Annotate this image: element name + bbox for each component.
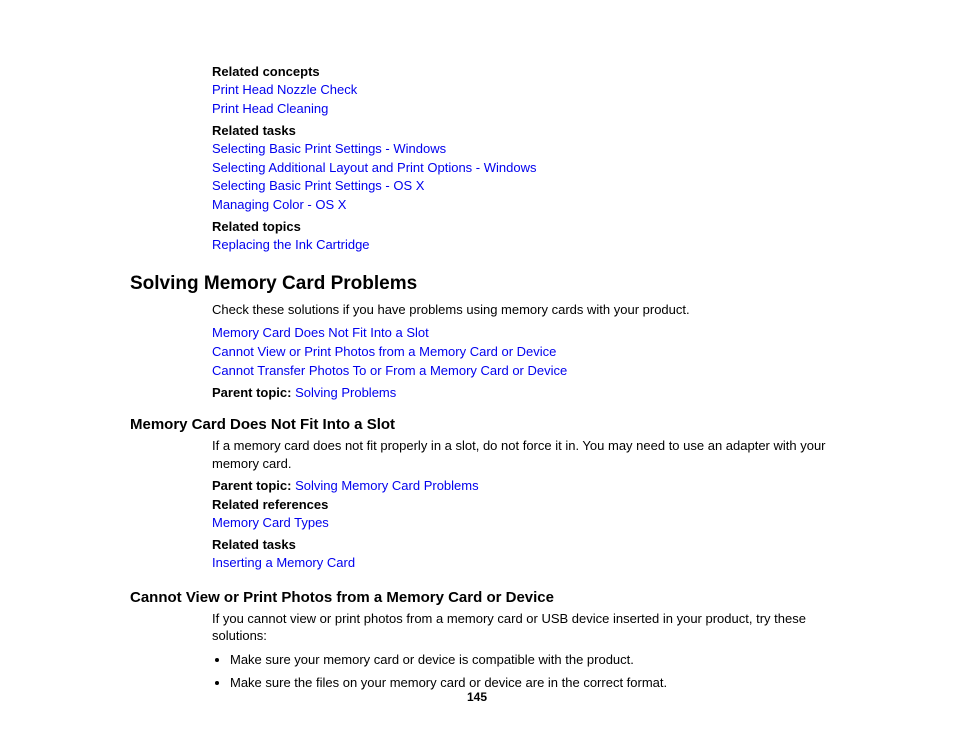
heading-solving-memory-card-problems: Solving Memory Card Problems xyxy=(130,273,854,295)
bullet-compatible: Make sure your memory card or device is … xyxy=(230,651,854,669)
section2-parent: Parent topic: Solving Memory Card Proble… xyxy=(212,478,854,493)
link-managing-color-osx[interactable]: Managing Color - OS X xyxy=(212,196,854,215)
document-page: Related concepts Print Head Nozzle Check… xyxy=(0,0,954,718)
section2-body-block: If a memory card does not fit properly i… xyxy=(212,437,854,573)
parent-topic-label: Parent topic: xyxy=(212,478,291,493)
related-topics-label: Related topics xyxy=(212,219,854,234)
related-tasks-label: Related tasks xyxy=(212,123,854,138)
section3-body-block: If you cannot view or print photos from … xyxy=(212,610,854,692)
parent-topic-link-solving-memory-card[interactable]: Solving Memory Card Problems xyxy=(295,478,479,493)
section3-body: If you cannot view or print photos from … xyxy=(212,610,854,645)
link-memory-card-types[interactable]: Memory Card Types xyxy=(212,514,854,533)
link-basic-print-windows[interactable]: Selecting Basic Print Settings - Windows xyxy=(212,140,854,159)
link-cannot-transfer[interactable]: Cannot Transfer Photos To or From a Memo… xyxy=(212,362,854,381)
link-additional-layout-windows[interactable]: Selecting Additional Layout and Print Op… xyxy=(212,159,854,178)
parent-topic-label: Parent topic: xyxy=(212,385,291,400)
link-basic-print-osx[interactable]: Selecting Basic Print Settings - OS X xyxy=(212,177,854,196)
link-cannot-view-print[interactable]: Cannot View or Print Photos from a Memor… xyxy=(212,343,854,362)
parent-topic-link-solving-problems[interactable]: Solving Problems xyxy=(295,385,396,400)
link-print-head-nozzle-check[interactable]: Print Head Nozzle Check xyxy=(212,81,854,100)
link-replacing-ink-cartridge[interactable]: Replacing the Ink Cartridge xyxy=(212,236,854,255)
section1-parent: Parent topic: Solving Problems xyxy=(212,385,854,400)
section1-intro: Check these solutions if you have proble… xyxy=(212,301,854,319)
link-inserting-memory-card[interactable]: Inserting a Memory Card xyxy=(212,554,854,573)
related-concepts-label: Related concepts xyxy=(212,64,854,79)
related-tasks-label-2: Related tasks xyxy=(212,537,854,552)
top-related-block: Related concepts Print Head Nozzle Check… xyxy=(212,64,854,255)
page-number: 145 xyxy=(0,690,954,704)
heading-does-not-fit: Memory Card Does Not Fit Into a Slot xyxy=(130,416,854,433)
heading-cannot-view-print: Cannot View or Print Photos from a Memor… xyxy=(130,589,854,606)
related-references-label: Related references xyxy=(212,497,854,512)
section3-bullets: Make sure your memory card or device is … xyxy=(212,651,854,692)
section1-body: Check these solutions if you have proble… xyxy=(212,301,854,400)
link-does-not-fit[interactable]: Memory Card Does Not Fit Into a Slot xyxy=(212,324,854,343)
section2-body: If a memory card does not fit properly i… xyxy=(212,437,854,472)
link-print-head-cleaning[interactable]: Print Head Cleaning xyxy=(212,100,854,119)
